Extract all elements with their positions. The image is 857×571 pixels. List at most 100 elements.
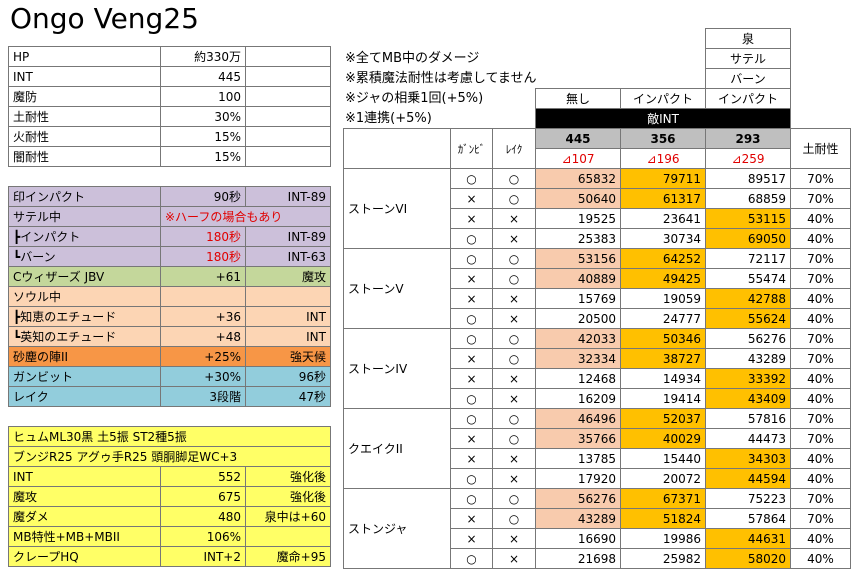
condition-cell: 40%	[790, 448, 851, 469]
damage-value: 89517	[705, 168, 791, 189]
damage-value: 79711	[620, 168, 706, 189]
gear-line: ヒュムML30黒 土5振 ST2種5振	[8, 426, 331, 447]
condition-cell: 40%	[790, 368, 851, 389]
buff-cell: ┗バーン	[8, 246, 161, 267]
damage-value: 51824	[620, 508, 706, 529]
damage-value: 50640	[535, 188, 621, 209]
damage-value: 43409	[705, 388, 791, 409]
damage-value: 19525	[535, 208, 621, 229]
buff-cell: INT	[245, 306, 331, 327]
buff-cell	[245, 286, 331, 307]
damage-value: 32334	[535, 348, 621, 369]
header-cell: サテル	[705, 48, 791, 69]
buff-cell: INT-89	[245, 226, 331, 247]
gear-cell: 魔命+95	[245, 546, 331, 567]
damage-value: 40889	[535, 268, 621, 289]
buff-cell: +30%	[160, 366, 246, 387]
damage-value: 57816	[705, 408, 791, 429]
stat-cell	[245, 106, 331, 127]
buff-cell: ┣インパクト	[8, 226, 161, 247]
gear-cell: INT	[8, 466, 161, 487]
damage-value: 15769	[535, 288, 621, 309]
condition-cell: 70%	[790, 168, 851, 189]
damage-value: 69050	[705, 228, 791, 249]
column-header: インパクト	[620, 88, 706, 109]
condition-cell: 70%	[790, 348, 851, 369]
condition-cell: 70%	[790, 408, 851, 429]
buff-cell: 強天候	[245, 346, 331, 367]
damage-value: 61317	[620, 188, 706, 209]
damage-value: 23641	[620, 208, 706, 229]
buff-cell: +61	[160, 266, 246, 287]
note: ※全てMB中のダメージ	[345, 51, 480, 66]
stat-cell: 闇耐性	[8, 146, 161, 167]
buff-cell: +48	[160, 326, 246, 347]
buff-cell: 砂塵の陣II	[8, 346, 161, 367]
condition-cell: ×	[492, 208, 536, 229]
gear-cell: 106%	[160, 526, 246, 547]
damage-value: 46496	[535, 408, 621, 429]
column-header: 無し	[535, 88, 621, 109]
damage-value: 15440	[620, 448, 706, 469]
condition-cell: ○	[492, 248, 536, 269]
stat-cell: 約330万	[160, 46, 246, 67]
header-cell: バーン	[705, 68, 791, 89]
condition-cell: ×	[492, 528, 536, 549]
gear-cell: MB特性+MB+MBII	[8, 526, 161, 547]
buff-cell	[160, 286, 246, 307]
condition-cell: 70%	[790, 188, 851, 209]
buff-cell: 180秒	[160, 246, 246, 267]
spell-name: ストーンV	[343, 248, 451, 329]
damage-value: 33392	[705, 368, 791, 389]
gear-cell: 強化後	[245, 486, 331, 507]
header-cell: 泉	[705, 28, 791, 49]
condition-cell: ×	[492, 468, 536, 489]
condition-cell: ○	[450, 328, 493, 349]
condition-cell: 40%	[790, 288, 851, 309]
damage-value: 55474	[705, 268, 791, 289]
condition-cell: ×	[450, 268, 493, 289]
condition-cell: ○	[450, 408, 493, 429]
damage-value: 67371	[620, 488, 706, 509]
condition-cell: ×	[492, 228, 536, 249]
buff-cell: 印インパクト	[8, 186, 161, 207]
stat-cell	[245, 146, 331, 167]
condition-cell: ×	[492, 388, 536, 409]
int-value: 356	[620, 128, 706, 149]
damage-value: 53156	[535, 248, 621, 269]
int-delta: ⊿107	[535, 148, 621, 169]
buff-cell: 47秒	[245, 386, 331, 407]
note: ※ジャの相乗1回(+5%)	[345, 91, 484, 106]
condition-cell: 70%	[790, 268, 851, 289]
damage-value: 65832	[535, 168, 621, 189]
condition-cell: 40%	[790, 548, 851, 569]
damage-value: 38727	[620, 348, 706, 369]
condition-cell: ○	[492, 428, 536, 449]
note: ※1連携(+5%)	[345, 111, 432, 126]
damage-value: 42788	[705, 288, 791, 309]
buff-cell: サテル中	[8, 206, 161, 227]
stat-cell: 15%	[160, 126, 246, 147]
damage-value: 21698	[535, 548, 621, 569]
int-value: 293	[705, 128, 791, 149]
condition-cell: ×	[492, 368, 536, 389]
damage-value: 50346	[620, 328, 706, 349]
damage-value: 20500	[535, 308, 621, 329]
damage-value: 19986	[620, 528, 706, 549]
damage-value: 52037	[620, 408, 706, 429]
gear-cell: 552	[160, 466, 246, 487]
gear-cell: 強化後	[245, 466, 331, 487]
damage-value: 55624	[705, 308, 791, 329]
condition-cell: 70%	[790, 428, 851, 449]
damage-value: 53115	[705, 208, 791, 229]
gear-cell: INT+2	[160, 546, 246, 567]
condition-cell: ×	[450, 428, 493, 449]
stat-cell: HP	[8, 46, 161, 67]
stat-cell	[245, 126, 331, 147]
condition-cell: 40%	[790, 388, 851, 409]
damage-value: 72117	[705, 248, 791, 269]
condition-cell: ×	[492, 448, 536, 469]
buff-cell: ガンビット	[8, 366, 161, 387]
condition-cell: ×	[492, 288, 536, 309]
damage-value: 35766	[535, 428, 621, 449]
